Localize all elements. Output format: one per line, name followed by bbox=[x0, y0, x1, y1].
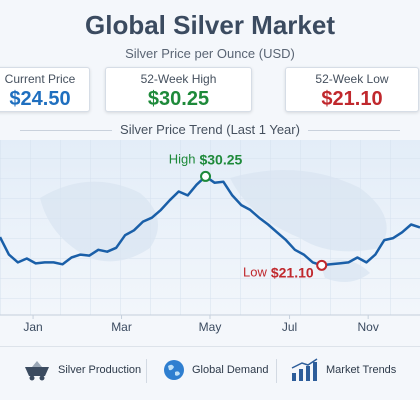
section-title-text: Silver Price Trend (Last 1 Year) bbox=[112, 122, 308, 137]
separator bbox=[276, 359, 277, 383]
nav-item[interactable]: Market Trends bbox=[290, 355, 396, 385]
chart: Jan Mar May Jul Nov High $30.25 Low $21.10 bbox=[0, 140, 420, 334]
nav-icon bbox=[164, 360, 184, 380]
card-value: $24.50 bbox=[9, 88, 71, 110]
nav-icon bbox=[291, 358, 318, 381]
nav-label: Global Demand bbox=[192, 364, 269, 376]
card-value: $30.25 bbox=[147, 88, 210, 110]
nav-label: Silver Production bbox=[58, 364, 142, 376]
nav-item[interactable]: Silver Production bbox=[22, 355, 141, 385]
annotation-value: $21.10 bbox=[271, 264, 314, 280]
x-tick-label: Mar bbox=[111, 320, 132, 334]
subtitle: Silver Price per Ounce (USD) bbox=[125, 46, 295, 61]
nav-item[interactable]: Global Demand bbox=[162, 355, 268, 385]
card-label: 52-Week Low bbox=[315, 72, 389, 86]
annotation-marker bbox=[200, 170, 212, 182]
nav-label: Market Trends bbox=[326, 364, 397, 376]
bottom-nav: Silver Production Global Demand Market T… bbox=[0, 346, 420, 391]
world-map bbox=[40, 170, 387, 282]
annotation-label: High bbox=[169, 152, 196, 167]
card-label: Current Price bbox=[4, 72, 76, 86]
annotation-label: Low bbox=[243, 265, 267, 280]
annotation-value: $30.25 bbox=[199, 151, 242, 167]
price-card: Current Price $24.50 bbox=[0, 67, 90, 112]
price-card: 52-Week High $30.25 bbox=[105, 67, 252, 112]
x-tick-label: Nov bbox=[357, 320, 378, 334]
annotation: High $30.25 bbox=[169, 151, 243, 167]
annotation: Low $21.10 bbox=[243, 264, 314, 280]
x-tick-label: Jul bbox=[282, 320, 297, 334]
x-tick-label: Jan bbox=[23, 320, 42, 334]
title: Global Silver Market bbox=[85, 10, 335, 40]
card-label: 52-Week High bbox=[140, 72, 217, 86]
separator bbox=[146, 359, 147, 383]
nav-icon bbox=[25, 361, 49, 381]
card-value: $21.10 bbox=[321, 88, 383, 110]
x-tick-label: May bbox=[199, 320, 222, 334]
annotation-marker bbox=[316, 259, 328, 271]
price-card: 52-Week Low $21.10 bbox=[285, 67, 419, 112]
section-title: Silver Price Trend (Last 1 Year) bbox=[0, 122, 420, 137]
